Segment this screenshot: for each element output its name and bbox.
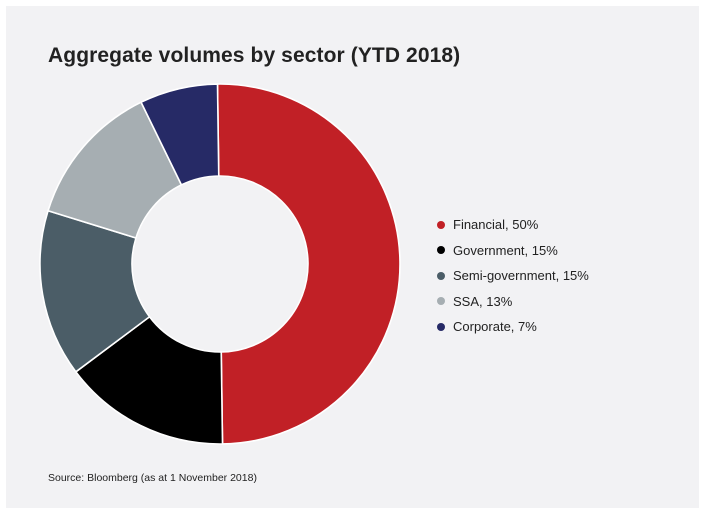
chart-legend: Financial, 50% Government, 15% Semi-govern… bbox=[437, 212, 589, 340]
legend-label: Government, 15% bbox=[453, 242, 558, 258]
legend-item-government: Government, 15% bbox=[437, 238, 589, 264]
legend-item-financial: Financial, 50% bbox=[437, 212, 589, 238]
chart-title: Aggregate volumes by sector (YTD 2018) bbox=[48, 44, 461, 67]
legend-swatch bbox=[437, 246, 445, 255]
legend-swatch bbox=[437, 322, 445, 331]
donut-slice-semi-government bbox=[39, 209, 151, 373]
donut-hole bbox=[132, 176, 308, 352]
chart-card: Aggregate volumes by sector (YTD 2018) F… bbox=[6, 6, 699, 508]
legend-swatch bbox=[437, 220, 445, 229]
legend-label: Corporate, 7% bbox=[453, 319, 537, 335]
donut-slice-corporate bbox=[140, 83, 220, 186]
legend-label: SSA, 13% bbox=[453, 293, 513, 309]
legend-label: Semi-government, 15% bbox=[453, 268, 589, 284]
legend-item-semi-government: Semi-government, 15% bbox=[437, 263, 589, 289]
donut-slice-government bbox=[74, 315, 224, 445]
legend-item-corporate: Corporate, 7% bbox=[437, 314, 589, 340]
legend-label: Financial, 50% bbox=[453, 217, 539, 233]
donut-chart bbox=[39, 83, 401, 445]
legend-swatch bbox=[437, 271, 445, 280]
legend-item-ssa: SSA, 13% bbox=[437, 289, 589, 315]
chart-source-note: Source: Bloomberg (as at 1 November 2018… bbox=[48, 472, 257, 484]
donut-slice-financial bbox=[216, 83, 401, 445]
legend-swatch bbox=[437, 297, 445, 306]
